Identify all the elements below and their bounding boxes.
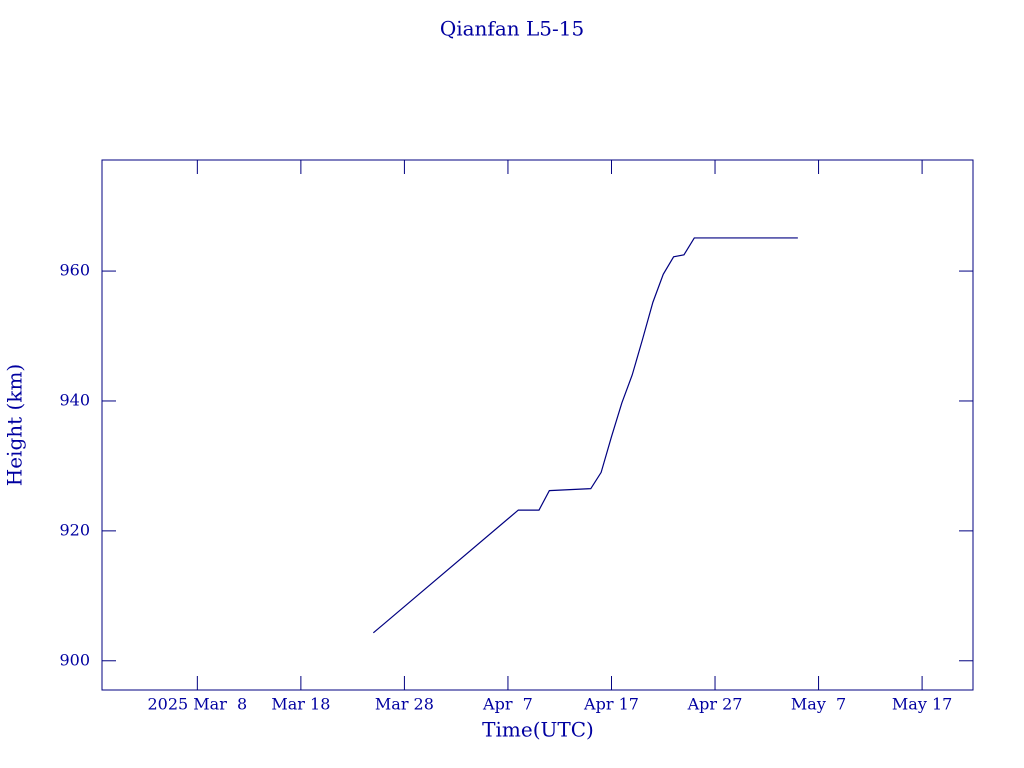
y-tick-label: 960 bbox=[59, 261, 90, 280]
y-tick-label: 920 bbox=[59, 520, 90, 539]
x-tick-label: May 7 bbox=[791, 695, 846, 714]
x-tick-label: Apr 27 bbox=[687, 695, 743, 714]
y-tick-label: 900 bbox=[59, 650, 90, 669]
x-tick-label: Mar 28 bbox=[375, 695, 434, 714]
x-tick-label: Apr 17 bbox=[583, 695, 639, 714]
data-line bbox=[372, 237, 798, 634]
chart-title: Qianfan L5-15 bbox=[440, 17, 584, 41]
x-tick-label: 2025 Mar 8 bbox=[147, 695, 247, 714]
y-tick-label: 940 bbox=[59, 390, 90, 409]
y-axis-label: Height (km) bbox=[3, 364, 27, 486]
plot-frame bbox=[101, 159, 974, 691]
x-tick-label: Mar 18 bbox=[271, 695, 330, 714]
x-tick-label: May 17 bbox=[892, 695, 952, 714]
x-axis-label: Time(UTC) bbox=[482, 718, 594, 742]
x-tick-label: Apr 7 bbox=[482, 695, 533, 714]
